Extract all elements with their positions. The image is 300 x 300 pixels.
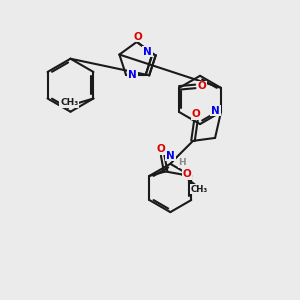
Text: O: O [192,110,200,119]
Text: O: O [134,32,142,42]
Text: CH₃: CH₃ [191,185,208,194]
Text: N: N [211,106,220,116]
Text: N: N [143,46,152,57]
Text: H: H [178,158,186,167]
Text: O: O [183,169,191,179]
Text: O: O [197,81,206,92]
Text: CH₃: CH₃ [60,98,78,107]
Text: N: N [166,151,175,160]
Text: O: O [157,144,166,154]
Text: N: N [128,70,137,80]
